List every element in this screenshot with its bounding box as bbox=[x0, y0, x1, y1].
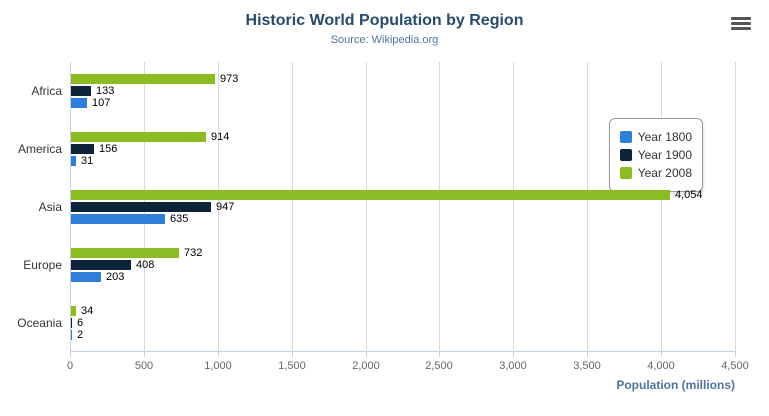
bar-value-label: 914 bbox=[211, 131, 230, 143]
grid-line bbox=[661, 62, 662, 352]
chart-subtitle: Source: Wikipedia.org bbox=[330, 34, 439, 46]
x-tick-label: 0 bbox=[66, 360, 74, 372]
bar[interactable] bbox=[71, 202, 211, 212]
bar-value-label: 635 bbox=[170, 213, 189, 225]
category-label: America bbox=[17, 142, 62, 156]
legend-symbol bbox=[619, 167, 632, 179]
export-menu-icon[interactable] bbox=[731, 17, 751, 32]
x-axis-tick bbox=[218, 352, 219, 357]
x-tick-label: 2,000 bbox=[352, 360, 380, 372]
legend-item[interactable]: Year 1900 bbox=[619, 148, 692, 162]
grid-line bbox=[366, 62, 367, 352]
bar[interactable] bbox=[71, 272, 101, 282]
bar-value-label: 203 bbox=[106, 271, 125, 283]
bar-value-label: 408 bbox=[136, 259, 155, 271]
bar-value-label: 133 bbox=[96, 85, 115, 97]
legend-symbol bbox=[619, 131, 632, 143]
x-axis-tick bbox=[70, 352, 71, 357]
bar[interactable] bbox=[71, 214, 165, 224]
bar[interactable] bbox=[71, 144, 94, 154]
grid-line bbox=[292, 62, 293, 352]
x-axis-tick bbox=[366, 352, 367, 357]
bar-value-label: 973 bbox=[220, 73, 239, 85]
x-axis-tick bbox=[735, 352, 736, 357]
legend-label: Year 2008 bbox=[637, 166, 692, 180]
bar[interactable] bbox=[71, 306, 76, 316]
x-tick-label: 4,000 bbox=[647, 360, 675, 372]
bar-value-label: 156 bbox=[99, 143, 118, 155]
y-axis-line bbox=[70, 62, 71, 352]
bar-value-label: 34 bbox=[81, 305, 94, 317]
bar[interactable] bbox=[71, 74, 215, 84]
x-tick-label: 1,500 bbox=[278, 360, 306, 372]
hamburger-line bbox=[731, 17, 751, 20]
legend-item[interactable]: Year 2008 bbox=[619, 166, 692, 180]
grid-line bbox=[439, 62, 440, 352]
grid-line bbox=[218, 62, 219, 352]
x-axis-tick bbox=[513, 352, 514, 357]
category-label: Europe bbox=[23, 258, 62, 272]
grid-line bbox=[587, 62, 588, 352]
x-axis-tick bbox=[661, 352, 662, 357]
legend-label: Year 1800 bbox=[637, 130, 692, 144]
legend-label: Year 1900 bbox=[637, 148, 692, 162]
legend-symbol bbox=[619, 149, 632, 161]
x-axis-title: Population (millions) bbox=[616, 378, 735, 392]
hamburger-line bbox=[731, 27, 751, 30]
category-label: Oceania bbox=[17, 316, 62, 330]
bar-value-label: 6 bbox=[77, 317, 84, 329]
bar[interactable] bbox=[71, 156, 76, 166]
category-label: Africa bbox=[31, 84, 62, 98]
bar[interactable] bbox=[71, 98, 87, 108]
x-axis-tick bbox=[439, 352, 440, 357]
chart-title: Historic World Population by Region bbox=[245, 12, 524, 29]
x-tick-label: 1,000 bbox=[204, 360, 232, 372]
bar-value-label: 31 bbox=[81, 155, 94, 167]
grid-line bbox=[513, 62, 514, 352]
legend-item[interactable]: Year 1800 bbox=[619, 130, 692, 144]
bar-value-label: 2 bbox=[77, 329, 84, 341]
bar[interactable] bbox=[71, 330, 72, 340]
x-axis-tick bbox=[587, 352, 588, 357]
hamburger-line bbox=[731, 22, 751, 25]
x-tick-label: 3,000 bbox=[499, 360, 527, 372]
category-label: Asia bbox=[38, 200, 62, 214]
bar-value-label: 947 bbox=[216, 201, 235, 213]
x-tick-label: 2,500 bbox=[425, 360, 453, 372]
x-axis-tick bbox=[292, 352, 293, 357]
x-tick-label: 4,500 bbox=[721, 360, 749, 372]
bar-value-label: 4,054 bbox=[675, 189, 703, 201]
x-axis-tick bbox=[144, 352, 145, 357]
bar[interactable] bbox=[71, 318, 72, 328]
x-tick-label: 500 bbox=[134, 360, 154, 372]
x-axis-line bbox=[70, 351, 735, 352]
grid-line bbox=[735, 62, 736, 352]
bar-value-label: 107 bbox=[92, 97, 111, 109]
bar[interactable] bbox=[71, 260, 131, 270]
bar-value-label: 732 bbox=[184, 247, 203, 259]
bar[interactable] bbox=[71, 86, 91, 96]
bar[interactable] bbox=[71, 190, 670, 200]
x-tick-label: 3,500 bbox=[573, 360, 601, 372]
legend: Year 1800 Year 1900 Year 2008 bbox=[608, 118, 703, 192]
bar[interactable] bbox=[71, 248, 179, 258]
bar[interactable] bbox=[71, 132, 206, 142]
